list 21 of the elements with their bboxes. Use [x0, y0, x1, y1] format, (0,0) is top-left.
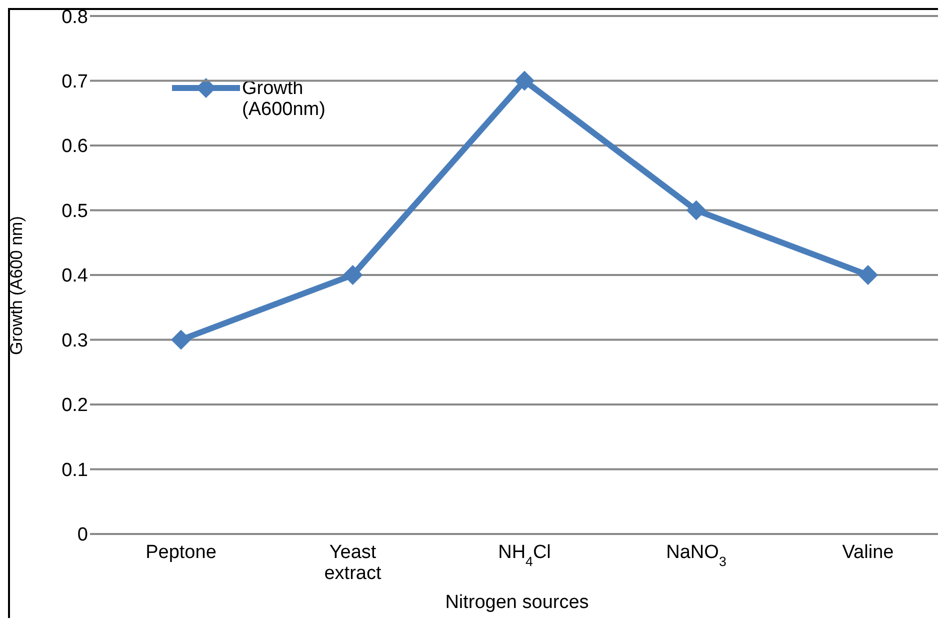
- y-tick-label: 0.7: [62, 71, 88, 92]
- point: [171, 330, 191, 350]
- x-tick-label: Yeast extract: [324, 542, 382, 584]
- x-axis-title: Nitrogen sources: [445, 592, 589, 613]
- point: [858, 265, 878, 285]
- x-tick-label: Peptone: [146, 542, 216, 563]
- x-tick-label: Valine: [842, 542, 894, 563]
- legend-label: Growth (A600nm): [242, 78, 326, 120]
- y-tick-label: 0.5: [62, 200, 88, 222]
- y-tick-label: 0.6: [62, 136, 88, 158]
- point: [686, 200, 706, 220]
- y-tick-label: 0.3: [62, 330, 88, 352]
- point: [514, 70, 534, 91]
- x-tick-label: NaNO$_{3}$: [666, 542, 726, 568]
- y-tick-label: 0.1: [62, 460, 88, 481]
- x-tick-label: NH$_{4}$Cl: [498, 542, 551, 568]
- y-tick-label: 0.2: [62, 395, 88, 416]
- point: [342, 265, 363, 285]
- y-axis-title: Growth (A600 nm): [7, 216, 26, 355]
- y-tick-label: 0: [77, 524, 88, 546]
- y-tick-label: 0.4: [62, 266, 88, 287]
